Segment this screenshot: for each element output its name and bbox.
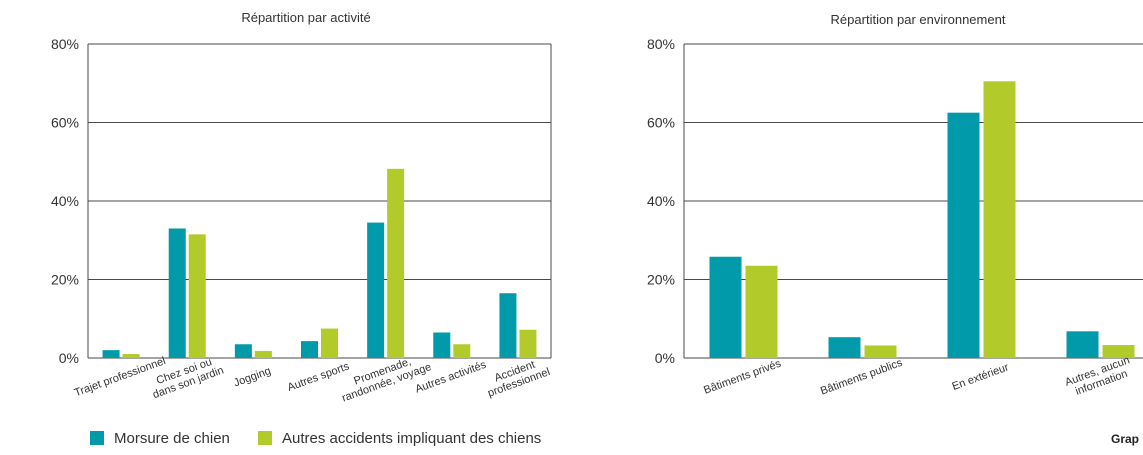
chart-2-title: Répartition par environnement xyxy=(831,12,1006,27)
chart-1-bar-morsure xyxy=(433,332,451,358)
chart-1-bar-morsure xyxy=(499,293,517,358)
category-label-line: En extérieur xyxy=(951,361,1011,393)
legend-item-morsure: Morsure de chien xyxy=(90,430,230,447)
chart-1-title: Répartition par activité xyxy=(241,10,370,25)
chart-1-bar-autres xyxy=(453,344,471,358)
category-label-line: Jogging xyxy=(232,365,272,389)
chart-1-bar-morsure xyxy=(102,350,120,358)
category-label-line: Autres sports xyxy=(286,360,351,394)
chart-1-ytick-label: 20% xyxy=(51,272,79,288)
chart-1-bar-autres xyxy=(387,168,405,358)
figure-caption-fragment: Grap xyxy=(1111,432,1140,446)
chart-1-bar-morsure xyxy=(367,222,385,358)
chart-2-bar-morsure xyxy=(947,112,980,358)
chart-2-bar-autres xyxy=(1102,345,1135,358)
chart-2-bar-morsure xyxy=(828,337,861,358)
chart-2-bar-autres xyxy=(745,265,778,358)
chart-1-ytick-label: 0% xyxy=(59,350,79,366)
category-label-line: Bâtiments publics xyxy=(819,357,905,398)
chart-1-bar-morsure xyxy=(301,341,318,358)
chart-2-bar-autres xyxy=(983,81,1016,358)
chart-2-ytick-label: 80% xyxy=(647,36,675,52)
chart-1-bar-autres xyxy=(188,234,206,358)
chart-2-category-label: Bâtiments privés xyxy=(702,357,783,396)
chart-2-bar-autres xyxy=(864,345,897,358)
chart-1-bar-morsure xyxy=(234,344,252,358)
legend-item-autres: Autres accidents impliquant des chiens xyxy=(258,430,541,447)
chart-2-bar-morsure xyxy=(1066,331,1099,358)
chart-2-ytick-label: 40% xyxy=(647,193,675,209)
legend-label-autres: Autres accidents impliquant des chiens xyxy=(282,430,542,447)
legend-swatch-autres xyxy=(258,431,272,445)
chart-1-ytick-label: 80% xyxy=(51,36,79,52)
chart-2-category-label: En extérieur xyxy=(951,361,1011,393)
legend-label-morsure: Morsure de chien xyxy=(114,430,230,447)
chart-1-bar-morsure xyxy=(168,228,186,358)
legend-swatch-morsure xyxy=(90,431,104,445)
chart-1-category-label: Accidentprofessionnel xyxy=(482,355,552,400)
chart-1-ytick-label: 60% xyxy=(51,115,79,131)
chart-2-ytick-label: 60% xyxy=(647,115,675,131)
chart-1-ytick-label: 40% xyxy=(51,193,79,209)
chart-2-bar-morsure xyxy=(709,256,742,358)
chart-1-category-label: Autres sports xyxy=(286,360,351,394)
chart-1-bar-autres xyxy=(321,328,338,358)
chart-1-bar-autres xyxy=(254,350,272,358)
chart-2-ytick-label: 20% xyxy=(647,272,675,288)
chart-2-ytick-label: 0% xyxy=(655,350,675,366)
chart-1-bar-autres xyxy=(519,329,537,358)
chart-2-category-label: Bâtiments publics xyxy=(819,357,905,398)
chart-1-bar-autres xyxy=(122,354,140,358)
chart-2-category-label: Autres, aucuninformation xyxy=(1063,354,1135,400)
category-label-line: Bâtiments privés xyxy=(702,357,783,396)
chart-1-category-label: Jogging xyxy=(232,365,272,389)
